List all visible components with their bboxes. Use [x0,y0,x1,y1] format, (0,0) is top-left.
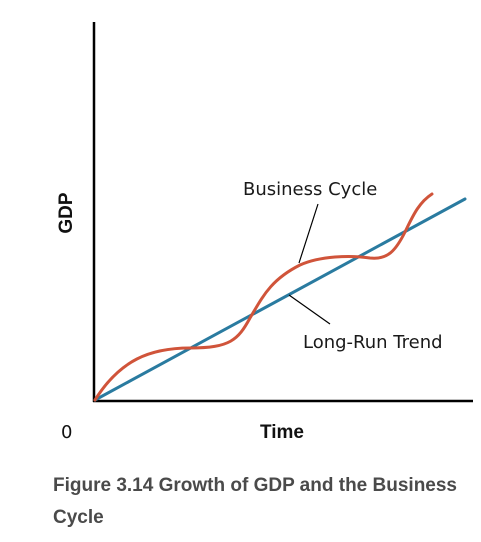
business-cycle-curve [93,192,434,402]
x-axis-title: Time [260,422,304,443]
long-run-trend-leader [288,294,331,325]
long-run-trend-line [93,197,467,402]
origin-label: 0 [61,422,72,443]
gdp-business-cycle-diagram: Business Cycle Long-Run Trend GDP Time 0 [56,22,473,443]
figure-caption: Figure 3.14 Growth of GDP and the Busine… [53,475,458,528]
long-run-trend-label: Long-Run Trend [303,332,443,353]
business-cycle-label: Business Cycle [243,179,377,200]
y-axis-title: GDP [56,192,77,234]
business-cycle-leader [298,203,319,264]
